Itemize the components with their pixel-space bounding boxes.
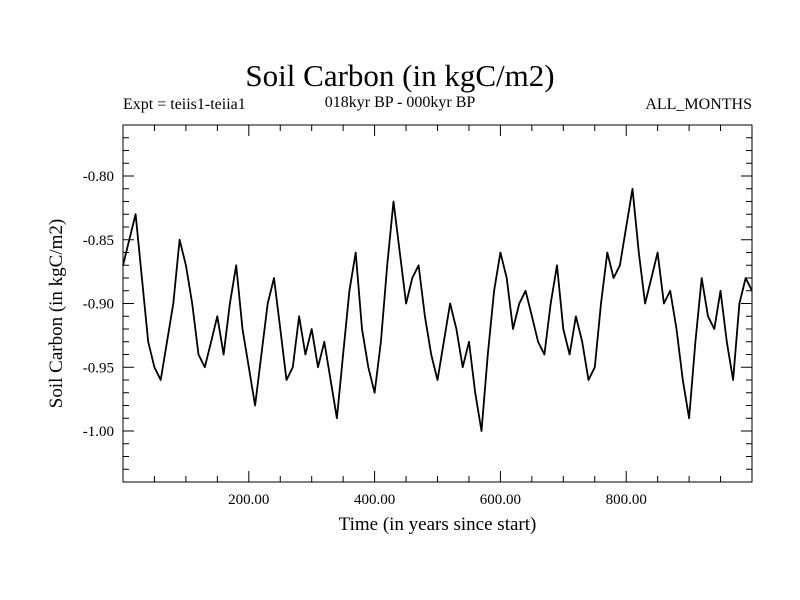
x-tick-label: 200.00 bbox=[228, 492, 269, 508]
x-tick-label: 600.00 bbox=[480, 492, 521, 508]
x-tick-label: 800.00 bbox=[606, 492, 647, 508]
months-label: ALL_MONTHS bbox=[645, 96, 752, 113]
y-tick-label: -1.00 bbox=[83, 424, 114, 440]
y-axis-label: Soil Carbon (in kgC/m2) bbox=[46, 219, 67, 408]
y-tick-label: -0.95 bbox=[83, 360, 114, 376]
tick-labels: 200.00 400.00 600.00 800.00 -0.80 -0.85 -0.90 -… bbox=[83, 169, 647, 508]
series-line bbox=[122, 187, 753, 432]
time-range-label: 018kyr BP - 000kyr BP bbox=[324, 94, 476, 111]
y-tick-label: -0.90 bbox=[83, 297, 114, 313]
chart-title: Soil Carbon (in kgC/m2) bbox=[245, 58, 555, 93]
x-axis-label: Time (in years since start) bbox=[339, 514, 537, 535]
axis-ticks bbox=[123, 125, 752, 482]
experiment-label: Expt = teiis1-teiia1 bbox=[123, 96, 246, 113]
y-tick-label: -0.80 bbox=[83, 169, 114, 185]
y-tick-label: -0.85 bbox=[83, 233, 114, 249]
x-tick-label: 400.00 bbox=[354, 492, 395, 508]
plot-frame bbox=[122, 124, 753, 483]
